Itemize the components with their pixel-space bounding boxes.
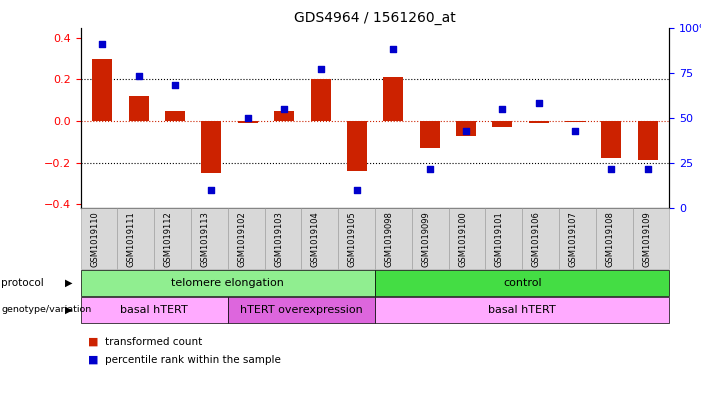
Text: GSM1019101: GSM1019101 bbox=[495, 211, 504, 267]
Bar bbox=[129, 96, 149, 121]
Bar bbox=[274, 110, 294, 121]
Text: control: control bbox=[503, 278, 542, 288]
Text: GSM1019102: GSM1019102 bbox=[237, 211, 246, 267]
Text: percentile rank within the sample: percentile rank within the sample bbox=[105, 355, 281, 365]
Text: genotype/variation: genotype/variation bbox=[1, 305, 92, 314]
Point bbox=[388, 46, 399, 52]
Text: GSM1019100: GSM1019100 bbox=[458, 211, 467, 267]
Point bbox=[206, 187, 217, 193]
Point bbox=[569, 127, 580, 134]
Point bbox=[170, 82, 181, 88]
Text: ■: ■ bbox=[88, 336, 98, 347]
Bar bbox=[565, 121, 585, 122]
Bar bbox=[529, 121, 549, 123]
Text: hTERT overexpression: hTERT overexpression bbox=[240, 305, 363, 315]
Bar bbox=[311, 79, 330, 121]
Bar bbox=[420, 121, 440, 148]
Bar bbox=[492, 121, 512, 127]
Text: GSM1019107: GSM1019107 bbox=[569, 211, 578, 267]
Text: transformed count: transformed count bbox=[105, 336, 203, 347]
Text: GSM1019108: GSM1019108 bbox=[605, 211, 614, 267]
Text: GSM1019111: GSM1019111 bbox=[127, 211, 136, 267]
Text: protocol: protocol bbox=[1, 278, 44, 288]
Text: GSM1019109: GSM1019109 bbox=[642, 211, 651, 267]
Point bbox=[315, 66, 326, 72]
Text: GSM1019098: GSM1019098 bbox=[384, 211, 393, 267]
Text: GSM1019113: GSM1019113 bbox=[200, 211, 210, 267]
Text: GSM1019099: GSM1019099 bbox=[421, 211, 430, 267]
Text: GSM1019105: GSM1019105 bbox=[348, 211, 357, 267]
Point bbox=[243, 115, 254, 121]
Text: GSM1019110: GSM1019110 bbox=[90, 211, 99, 267]
Point bbox=[278, 106, 290, 112]
Bar bbox=[201, 121, 222, 173]
Text: ▶: ▶ bbox=[64, 278, 72, 288]
Point bbox=[424, 165, 435, 172]
Title: GDS4964 / 1561260_at: GDS4964 / 1561260_at bbox=[294, 11, 456, 25]
Text: GSM1019106: GSM1019106 bbox=[531, 211, 540, 267]
Point bbox=[351, 187, 362, 193]
Text: GSM1019112: GSM1019112 bbox=[163, 211, 172, 267]
Point bbox=[533, 100, 544, 107]
Point bbox=[642, 165, 653, 172]
Bar bbox=[347, 121, 367, 171]
Text: ■: ■ bbox=[88, 355, 98, 365]
Bar bbox=[456, 121, 476, 136]
Point bbox=[461, 127, 472, 134]
Bar bbox=[93, 59, 112, 121]
Bar bbox=[638, 121, 658, 160]
Point bbox=[496, 106, 508, 112]
Point bbox=[97, 40, 108, 47]
Bar bbox=[601, 121, 621, 158]
Text: GSM1019103: GSM1019103 bbox=[274, 211, 283, 267]
Text: telomere elongation: telomere elongation bbox=[171, 278, 285, 288]
Bar bbox=[238, 121, 258, 123]
Text: basal hTERT: basal hTERT bbox=[489, 305, 556, 315]
Point bbox=[133, 73, 144, 79]
Bar bbox=[383, 77, 403, 121]
Point bbox=[606, 165, 617, 172]
Text: ▶: ▶ bbox=[64, 305, 72, 315]
Text: GSM1019104: GSM1019104 bbox=[311, 211, 320, 267]
Bar bbox=[165, 110, 185, 121]
Text: basal hTERT: basal hTERT bbox=[121, 305, 188, 315]
